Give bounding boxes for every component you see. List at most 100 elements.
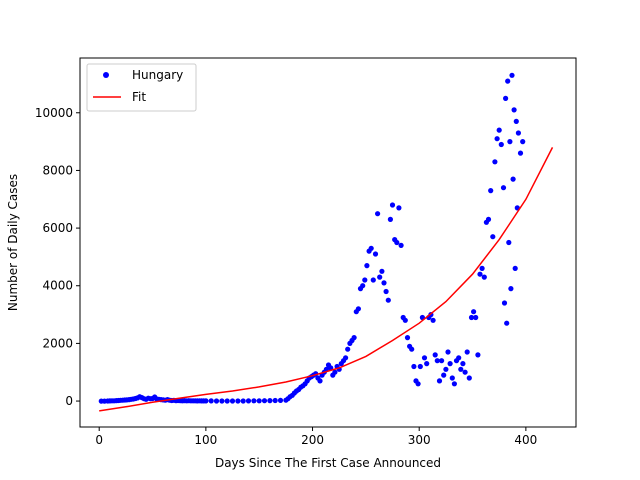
data-point-hungary [317, 378, 323, 384]
data-point-hungary [411, 363, 417, 370]
data-point-hungary [479, 265, 485, 271]
data-point-hungary [351, 335, 357, 341]
data-point-hungary [507, 139, 513, 145]
data-point-hungary [328, 365, 334, 371]
data-point-hungary [213, 398, 220, 404]
data-point-hungary [370, 277, 376, 283]
data-point-hungary [481, 274, 487, 280]
data-point-hungary [451, 381, 457, 387]
legend-marker-hungary [103, 72, 109, 78]
data-point-hungary [496, 127, 502, 133]
data-point-hungary [494, 136, 500, 142]
data-point-hungary [208, 398, 214, 404]
x-tick-label: 0 [95, 433, 103, 447]
data-point-hungary [509, 72, 515, 78]
data-point-hungary [343, 355, 349, 361]
data-point-hungary [404, 335, 411, 341]
data-point-hungary [445, 349, 451, 355]
data-point-hungary [515, 130, 522, 136]
data-point-hungary [415, 381, 421, 387]
data-point-hungary [372, 251, 379, 257]
legend-label-fit: Fit [132, 90, 146, 104]
data-point-hungary [240, 398, 246, 404]
data-point-hungary [394, 239, 400, 246]
data-point-hungary [471, 309, 477, 315]
y-axis-label: Number of Daily Cases [6, 174, 20, 311]
legend-box [86, 63, 197, 112]
y-tick-label: 0 [65, 394, 73, 408]
data-point-hungary [505, 78, 511, 84]
data-point-hungary [251, 398, 257, 404]
data-point-hungary [449, 375, 455, 381]
x-tick-label: 300 [408, 433, 431, 447]
data-point-hungary [402, 317, 408, 323]
data-point-hungary [355, 306, 361, 312]
data-point-hungary [503, 95, 509, 101]
data-point-hungary [377, 274, 383, 280]
data-point-hungary [477, 271, 483, 277]
data-point-hungary [520, 139, 526, 145]
data-point-hungary [439, 358, 445, 364]
data-point-hungary [475, 352, 481, 358]
data-point-hungary [364, 263, 370, 269]
data-point-hungary [466, 375, 472, 381]
x-tick-label: 400 [514, 433, 537, 447]
data-point-hungary [245, 398, 252, 404]
data-point-hungary [417, 363, 423, 370]
series-line-fit [99, 147, 554, 412]
x-axis-label: Days Since The First Case Announced [215, 456, 441, 470]
data-point-hungary [513, 118, 519, 124]
data-point-hungary [277, 397, 284, 403]
data-point-hungary [256, 398, 262, 404]
data-point-hungary [462, 369, 468, 375]
data-point-hungary [272, 397, 278, 404]
data-point-hungary [485, 216, 492, 222]
data-point-hungary [421, 355, 428, 361]
data-point-hungary [360, 283, 366, 289]
data-point-hungary [385, 297, 391, 303]
legend-label-hungary: Hungary [132, 68, 183, 82]
data-point-hungary [504, 320, 510, 326]
data-point-hungary [490, 234, 496, 240]
data-point-hungary [458, 366, 464, 372]
x-tick-label: 100 [194, 433, 217, 447]
x-tick-label: 200 [301, 433, 324, 447]
x-axis-ticks: 0 100 200 300 400 [95, 427, 537, 447]
y-tick-label: 6000 [42, 221, 73, 235]
data-point-hungary [362, 277, 368, 283]
data-point-hungary [229, 398, 236, 404]
y-axis-ticks: 0 2000 4000 6000 8000 10000 [35, 106, 80, 408]
data-point-hungary [492, 159, 498, 165]
data-point-hungary [332, 369, 338, 375]
data-point-hungary [460, 361, 466, 367]
data-point-hungary [434, 358, 440, 364]
data-point-hungary [219, 398, 225, 404]
y-tick-label: 4000 [42, 279, 73, 293]
data-point-hungary [488, 188, 494, 194]
data-point-hungary [473, 314, 479, 321]
data-point-hungary [501, 300, 508, 306]
data-point-hungary [203, 398, 209, 404]
plot-frame [79, 57, 577, 428]
data-point-hungary [375, 211, 381, 217]
data-point-hungary [456, 355, 462, 361]
data-point-hungary [432, 352, 438, 358]
data-point-hungary [517, 150, 524, 156]
data-point-hungary [389, 202, 396, 208]
data-point-hungary [500, 185, 507, 191]
data-point-hungary [398, 242, 404, 248]
data-point-hungary [379, 268, 385, 274]
data-point-hungary [436, 378, 443, 384]
axes-layer [79, 57, 577, 428]
data-point-hungary [468, 314, 475, 321]
series-layer [98, 72, 554, 412]
data-point-hungary [430, 317, 436, 323]
data-point-hungary [383, 288, 389, 295]
data-point-hungary [498, 141, 504, 148]
data-point-hungary [424, 361, 430, 367]
data-point-hungary [345, 346, 351, 352]
data-point-hungary [409, 346, 415, 352]
data-point-hungary [261, 398, 268, 404]
y-tick-label: 2000 [42, 336, 73, 350]
